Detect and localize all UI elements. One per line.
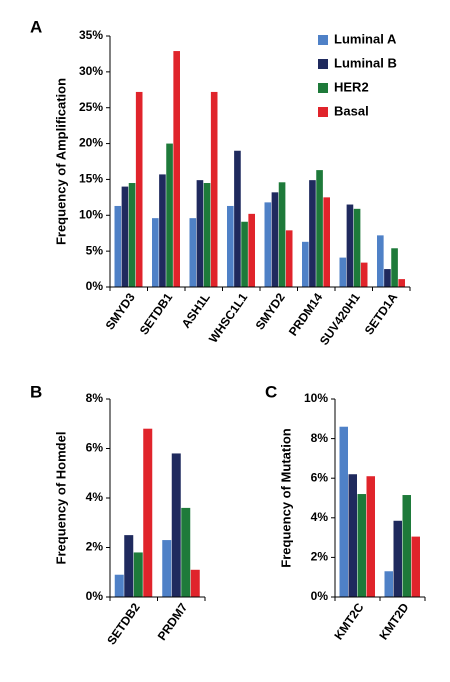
bar bbox=[339, 426, 348, 597]
x-tick-label: ASH1L bbox=[179, 291, 213, 331]
bar bbox=[278, 182, 286, 287]
y-tick-label: 30% bbox=[79, 64, 103, 78]
bar bbox=[128, 183, 136, 287]
y-tick-label: 15% bbox=[79, 172, 103, 186]
y-tick-label: 4% bbox=[311, 510, 329, 524]
y-axis-label: Frequency of Homdel bbox=[53, 432, 68, 565]
bar bbox=[384, 571, 393, 597]
y-tick-label: 8% bbox=[86, 391, 104, 405]
legend-swatch bbox=[318, 83, 328, 93]
y-axis-label: Frequency of Amplification bbox=[53, 78, 68, 245]
x-tick-label: PRDM7 bbox=[155, 600, 191, 643]
bar bbox=[248, 213, 255, 287]
bar bbox=[203, 183, 211, 287]
legend-swatch bbox=[318, 107, 328, 117]
bar bbox=[384, 269, 391, 287]
bar bbox=[241, 221, 248, 287]
y-tick-label: 25% bbox=[79, 100, 103, 114]
bar bbox=[316, 170, 323, 287]
y-tick-label: 35% bbox=[79, 28, 103, 42]
bar bbox=[339, 257, 347, 287]
bar bbox=[285, 230, 293, 287]
bar bbox=[135, 91, 143, 288]
x-tick-label: SETDB1 bbox=[137, 290, 176, 337]
x-tick-label: KMT2C bbox=[331, 600, 366, 642]
x-tick-label: KMT2D bbox=[376, 600, 411, 642]
y-tick-label: 2% bbox=[311, 550, 329, 564]
bar bbox=[366, 476, 375, 597]
bar bbox=[210, 91, 218, 288]
legend-label: Basal bbox=[334, 103, 369, 118]
y-tick-label: 2% bbox=[86, 540, 104, 554]
x-tick-label: SMYD3 bbox=[103, 290, 138, 332]
bar bbox=[234, 150, 241, 287]
bar bbox=[121, 186, 129, 287]
x-tick-label: SETD1A bbox=[362, 290, 401, 337]
panel-letter: C bbox=[265, 382, 277, 401]
bar bbox=[271, 192, 279, 287]
bar bbox=[348, 474, 357, 597]
bar bbox=[227, 205, 234, 287]
x-tick-label: SETDB2 bbox=[104, 600, 143, 647]
bar bbox=[402, 495, 411, 597]
panel-letter: A bbox=[30, 17, 42, 36]
y-tick-label: 20% bbox=[79, 136, 103, 150]
bar bbox=[152, 218, 159, 287]
y-tick-label: 5% bbox=[86, 243, 104, 257]
bar bbox=[196, 180, 204, 287]
bar bbox=[360, 262, 368, 287]
bar bbox=[133, 552, 143, 597]
legend-swatch bbox=[318, 35, 328, 45]
y-tick-label: 4% bbox=[86, 490, 104, 504]
bar bbox=[190, 569, 200, 597]
bar bbox=[189, 218, 197, 287]
bar bbox=[166, 143, 173, 287]
bar bbox=[391, 248, 398, 287]
bar bbox=[173, 51, 180, 288]
y-tick-label: 0% bbox=[86, 589, 104, 603]
y-tick-label: 0% bbox=[86, 279, 104, 293]
bar bbox=[159, 174, 166, 287]
y-tick-label: 0% bbox=[311, 589, 329, 603]
bar bbox=[264, 202, 272, 287]
bar bbox=[346, 204, 354, 287]
bar bbox=[162, 540, 172, 597]
bar bbox=[323, 197, 330, 287]
bar bbox=[124, 535, 134, 597]
bar bbox=[309, 180, 316, 287]
bar bbox=[377, 235, 384, 287]
bar bbox=[302, 241, 309, 287]
bar bbox=[143, 428, 153, 597]
bar bbox=[181, 507, 191, 597]
legend-label: Luminal A bbox=[334, 31, 397, 46]
x-tick-label: SMYD2 bbox=[253, 290, 288, 332]
y-tick-label: 10% bbox=[79, 207, 103, 221]
x-tick-label: PRDM14 bbox=[286, 290, 326, 338]
legend-label: HER2 bbox=[334, 79, 369, 94]
bar bbox=[171, 453, 181, 597]
bar bbox=[114, 574, 124, 597]
bar bbox=[398, 279, 405, 287]
legend-label: Luminal B bbox=[334, 55, 397, 70]
bar bbox=[411, 536, 420, 597]
y-tick-label: 10% bbox=[304, 391, 328, 405]
y-axis-label: Frequency of Mutation bbox=[278, 428, 293, 567]
y-tick-label: 6% bbox=[311, 470, 329, 484]
legend-swatch bbox=[318, 59, 328, 69]
panel-letter: B bbox=[30, 382, 42, 401]
bar bbox=[114, 205, 122, 287]
bar bbox=[393, 520, 402, 597]
y-tick-label: 8% bbox=[311, 431, 329, 445]
bar bbox=[357, 494, 366, 597]
bar bbox=[353, 208, 361, 287]
y-tick-label: 6% bbox=[86, 441, 104, 455]
